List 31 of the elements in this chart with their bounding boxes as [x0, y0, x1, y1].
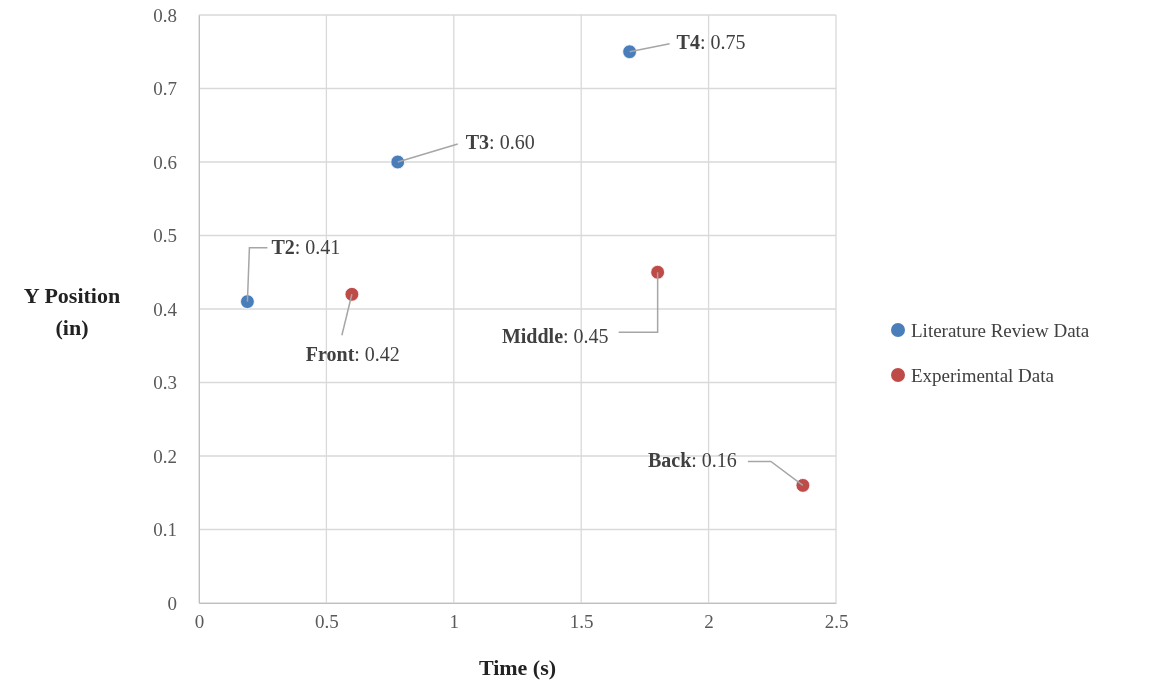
y-tick-label: 0.8 [153, 4, 177, 26]
x-tick-label: 1 [449, 611, 460, 633]
y-tick-label: 0.4 [153, 298, 178, 320]
data-label: Back: 0.16 [647, 449, 737, 472]
x-tick-label: 2.5 [824, 611, 849, 633]
data-label: T2: 0.41 [271, 235, 341, 258]
legend-label: Literature Review Data [911, 320, 1090, 341]
x-tick-label: 0 [194, 611, 205, 633]
point [390, 154, 406, 170]
y-tick-label: 0.2 [153, 445, 177, 467]
point [344, 287, 360, 302]
y-axis-title: Y Position (in) [23, 283, 121, 340]
x-tick-label: 2 [704, 611, 714, 633]
y-tick-label: 0.1 [153, 519, 177, 541]
y-tick-label: 0 [167, 592, 177, 614]
point [795, 478, 811, 493]
point [240, 294, 255, 309]
x-tick-label: 1.5 [569, 611, 594, 633]
x-axis-title: Time (s) [478, 655, 557, 680]
data-label: T3: 0.60 [465, 131, 535, 153]
y-tick-label: 0.7 [153, 78, 177, 100]
data-label: Front: 0.42 [305, 343, 400, 366]
legend-label: Experimental Data [911, 365, 1055, 386]
y-tick-label: 0.3 [153, 372, 177, 394]
point [650, 264, 665, 280]
x-tick-label: 0.5 [315, 611, 339, 633]
data-label: T4: 0.75 [676, 30, 746, 53]
y-tick-label: 0.6 [153, 151, 177, 173]
point [622, 44, 637, 60]
data-label: Middle: 0.45 [501, 325, 609, 348]
y-tick-label: 0.5 [153, 225, 177, 247]
